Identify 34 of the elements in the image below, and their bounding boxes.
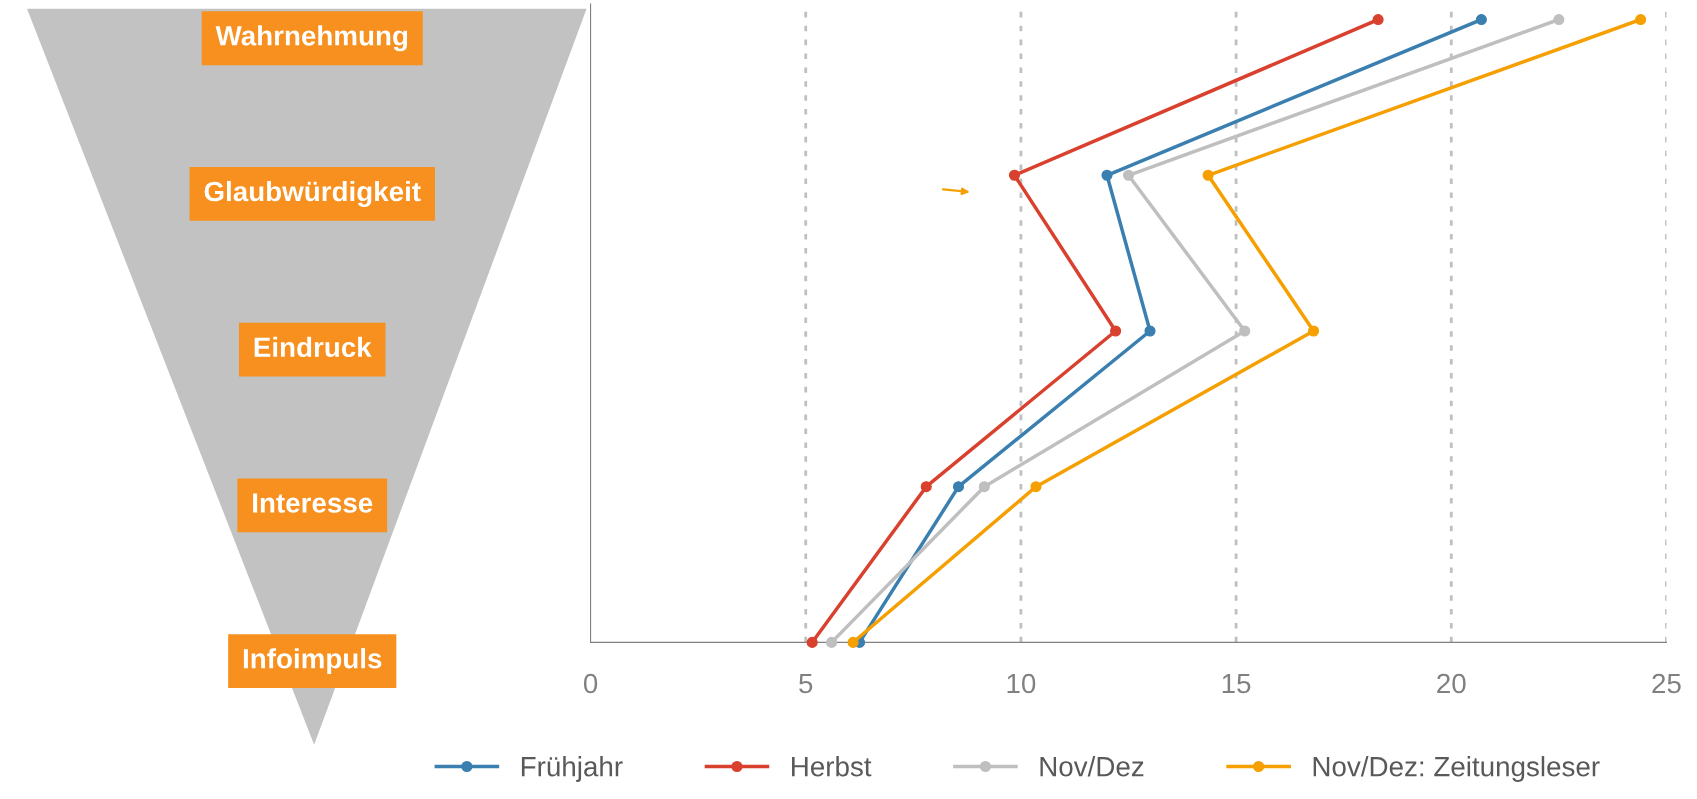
y-tick-label: Eindruck (254, 336, 372, 358)
point (1239, 325, 1251, 337)
x-tick-label: 0 (583, 673, 598, 694)
point (1553, 14, 1565, 26)
point (1635, 14, 1647, 26)
point (826, 636, 838, 648)
legend-label: Nov/Dez (1040, 756, 1144, 777)
y-tick-label: Infoimpuls (243, 648, 382, 675)
point (1144, 325, 1156, 337)
point (1122, 169, 1135, 181)
legend-label: Frühjahr (521, 756, 623, 782)
y-tick-label: Interesse (253, 493, 373, 513)
point (920, 481, 932, 493)
point (806, 636, 818, 648)
x-tick-label: 5 (799, 673, 813, 694)
point (1308, 325, 1320, 337)
x-tick-label: 25 (1652, 673, 1681, 694)
x-tick-label: 10 (1007, 673, 1036, 694)
point (1030, 481, 1042, 493)
point (1202, 169, 1214, 181)
point (1101, 169, 1113, 181)
point (1372, 14, 1384, 26)
y-tick-label: Wahrnehmung (215, 25, 408, 52)
point (1110, 325, 1122, 337)
legend-label: Herbst (792, 756, 872, 777)
point (1475, 14, 1487, 26)
x-tick-label: 15 (1222, 673, 1251, 694)
legend-label: Nov/Dez: Zeitungsleser (1313, 756, 1600, 782)
point (952, 481, 965, 493)
y-tick-label: Glaubwürdigkeit (204, 180, 421, 207)
point (1008, 169, 1021, 181)
point (847, 636, 859, 648)
point (978, 481, 990, 493)
x-tick-label: 20 (1437, 673, 1466, 694)
